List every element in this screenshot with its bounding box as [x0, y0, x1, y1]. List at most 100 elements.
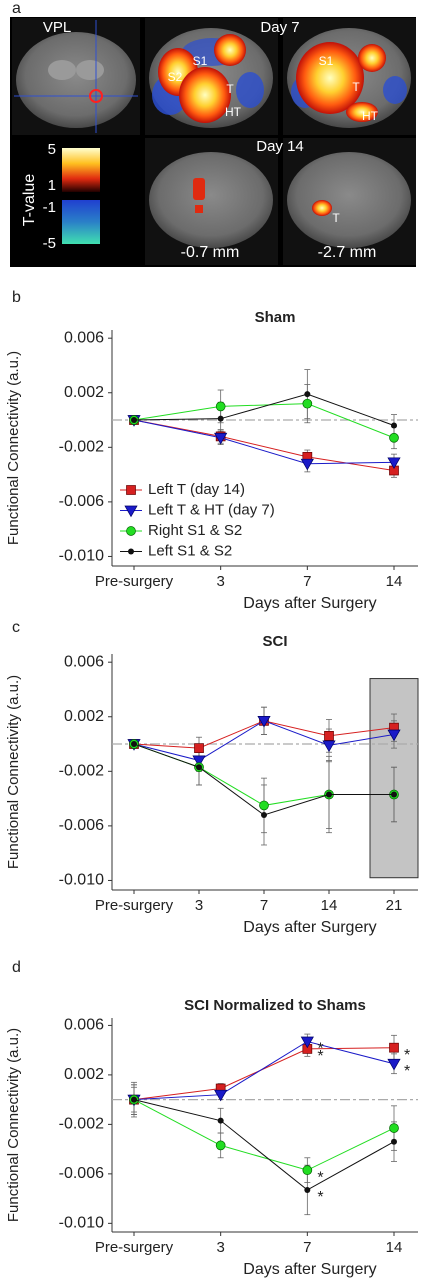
marker — [302, 398, 313, 409]
series-line — [133, 403, 395, 439]
depth-label: -2.7 mm — [318, 244, 377, 261]
colorbar-tick: 1 — [48, 177, 56, 194]
panel-letter: d — [12, 959, 21, 976]
colorbar-positive — [62, 148, 100, 192]
x-tick-label: 7 — [303, 573, 311, 590]
chart-title: SCI Normalized to Shams — [184, 997, 366, 1014]
series-line — [133, 1047, 395, 1101]
marker — [326, 791, 332, 798]
y-tick-label: 0.006 — [64, 653, 104, 670]
y-tick-label: -0.006 — [59, 817, 104, 834]
colorbar-tick: -1 — [43, 199, 56, 216]
y-axis-label: Functional Connectivity (a.u.) — [5, 1028, 22, 1222]
y-tick-label: -0.002 — [59, 439, 104, 456]
series-line — [133, 393, 395, 426]
x-tick-label: 3 — [195, 897, 203, 914]
image-header: Day 14 — [256, 138, 304, 155]
marker — [387, 457, 401, 470]
colorbar-title: T-value — [21, 174, 38, 227]
depth-label: -0.7 mm — [181, 244, 240, 261]
marker — [215, 401, 226, 412]
panel-letter: b — [12, 289, 21, 306]
marker — [322, 740, 336, 753]
marker — [131, 417, 137, 424]
marker — [300, 1036, 314, 1049]
marker — [302, 1165, 313, 1176]
vpl-image — [12, 18, 140, 135]
marker — [387, 1058, 401, 1071]
marker — [196, 764, 202, 771]
y-axis-label: Functional Connectivity (a.u.) — [5, 351, 22, 545]
x-tick-label: 14 — [386, 573, 403, 590]
marker — [391, 1138, 397, 1145]
region-label: S1 — [319, 54, 334, 68]
y-tick-label: -0.010 — [59, 548, 104, 565]
colorbar-tick: -5 — [43, 235, 56, 252]
day7-image-1 — [145, 18, 278, 135]
y-axis-label: Functional Connectivity (a.u.) — [5, 675, 22, 869]
chart-title: SCI — [262, 633, 287, 650]
panel-letter: c — [12, 619, 20, 636]
marker — [389, 1042, 399, 1053]
panel-letter: a — [12, 0, 21, 17]
marker — [131, 741, 137, 748]
colorbar-tick: 5 — [48, 141, 56, 158]
marker — [304, 1186, 311, 1193]
marker — [389, 1123, 399, 1133]
marker — [259, 800, 269, 811]
x-tick-label: Pre-surgery — [95, 1239, 174, 1256]
annotation: * — [404, 1047, 410, 1064]
marker — [214, 1089, 228, 1102]
image-header: Day 7 — [260, 19, 299, 36]
chart-title: Sham — [255, 309, 296, 326]
region-label: T — [352, 80, 360, 94]
x-axis-label: Days after Surgery — [243, 595, 376, 612]
region-label: S1 — [193, 54, 208, 68]
annotation: * — [404, 1063, 410, 1080]
y-tick-label: 0.002 — [64, 384, 104, 401]
x-tick-label: 7 — [303, 1239, 311, 1256]
x-tick-label: 3 — [216, 1239, 224, 1256]
marker — [217, 1117, 224, 1124]
region-label: S2 — [168, 70, 183, 84]
x-tick-label: 14 — [386, 1239, 403, 1256]
marker — [124, 505, 138, 518]
marker — [128, 548, 134, 555]
region-label: T — [226, 82, 234, 96]
y-tick-label: -0.006 — [59, 1165, 104, 1182]
marker — [304, 391, 311, 398]
y-tick-label: 0.006 — [64, 329, 104, 346]
series-line — [133, 1099, 395, 1171]
region-label: HT — [362, 109, 379, 123]
annotation: * — [317, 1169, 323, 1186]
day14-image-1 — [145, 138, 278, 265]
legend-label: Left T (day 14) — [148, 481, 245, 498]
marker — [131, 1096, 137, 1103]
y-tick-label: 0.002 — [64, 708, 104, 725]
marker — [217, 415, 224, 422]
annotation: * — [317, 1041, 323, 1058]
marker — [261, 811, 267, 818]
x-tick-label: Pre-surgery — [95, 897, 174, 914]
x-tick-label: 7 — [260, 897, 268, 914]
marker — [194, 743, 204, 753]
day7-image-2 — [283, 18, 416, 135]
colorbar-negative — [62, 200, 100, 244]
y-tick-label: -0.002 — [59, 1116, 104, 1133]
x-tick-label: Pre-surgery — [95, 573, 174, 590]
legend-label: Left T & HT (day 7) — [148, 501, 275, 518]
day14-image-2 — [283, 138, 416, 265]
y-tick-label: -0.006 — [59, 493, 104, 510]
marker — [126, 526, 136, 536]
image-header: VPL — [43, 19, 71, 36]
legend-label: Left S1 & S2 — [148, 542, 232, 559]
marker — [257, 715, 271, 728]
x-tick-label: 21 — [386, 897, 403, 914]
series-line — [133, 419, 395, 465]
marker — [324, 730, 334, 741]
marker — [126, 485, 136, 495]
marker — [387, 729, 401, 742]
y-tick-label: -0.010 — [59, 872, 104, 889]
y-tick-label: 0.006 — [64, 1017, 104, 1034]
